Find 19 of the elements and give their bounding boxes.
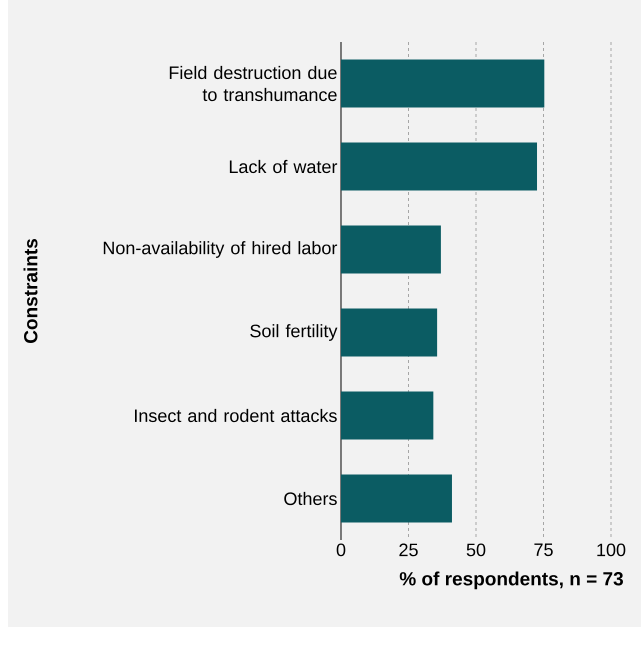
bar [341,392,434,440]
x-tick-label: 0 [336,544,346,556]
bar [341,474,452,523]
x-axis-title: % of respondents, n = 73 [400,572,623,590]
y-tick-label: Insect and rodent attacks [135,408,337,422]
bar [341,60,544,108]
x-tick-label: 25 [399,544,418,556]
x-tick-label: 75 [534,544,553,556]
bar [341,226,441,274]
x-tick-label: 100 [597,544,626,556]
y-tick-label: Others [284,492,337,506]
bar [341,142,538,191]
y-tick-label: Field destruction due to transhumance [170,66,337,102]
x-tick-label: 50 [466,544,486,556]
y-tick-label: Lack of water [230,160,338,174]
y-tick-label: Non-availability of hired labor [104,241,338,258]
y-tick-label: Soil fertility [250,324,338,341]
bar [341,308,438,357]
y-axis-title: Constraints [24,239,38,344]
